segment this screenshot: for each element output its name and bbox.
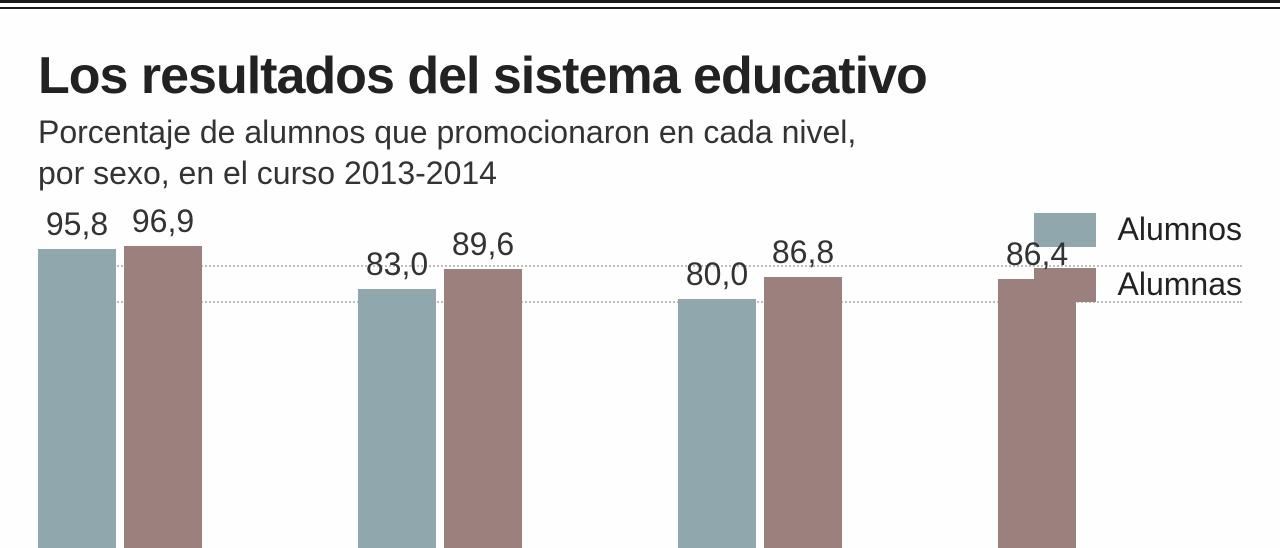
bar-chart: Alumnos Alumnas 95,896,983,089,680,086,8… [38,205,1242,548]
bar-b: 86,8 [764,277,842,548]
bar-value-label: 89,6 [452,226,514,269]
bar-b: 89,6 [444,269,522,548]
bar-value-label: 86,4 [1006,236,1068,279]
bar-group: 86,4 [998,279,1084,548]
header-rules [0,0,1280,9]
bars-container: 95,896,983,089,680,086,886,4 [38,205,1242,548]
bar-b: 96,9 [124,246,202,548]
bar-a: 83,0 [358,289,436,548]
bar-value-label: 95,8 [46,206,108,249]
subtitle-line-1: Porcentaje de alumnos que promocionaron … [38,114,856,150]
bar-value-label: 80,0 [686,256,748,299]
bar-a: 95,8 [38,249,116,548]
bar-group: 95,896,9 [38,246,210,548]
subtitle-line-2: por sexo, en el curso 2013-2014 [38,155,497,191]
chart-subtitle: Porcentaje de alumnos que promocionaron … [38,112,856,194]
bar-a: 80,0 [678,299,756,548]
bar-group: 80,086,8 [678,277,850,548]
chart-title: Los resultados del sistema educativo [38,46,927,106]
bar-value-label: 83,0 [366,246,428,289]
bar-value-label: 96,9 [132,203,194,246]
bar-group: 83,089,6 [358,269,530,548]
bar-value-label: 86,8 [772,234,834,277]
bar-b: 86,4 [998,279,1076,548]
